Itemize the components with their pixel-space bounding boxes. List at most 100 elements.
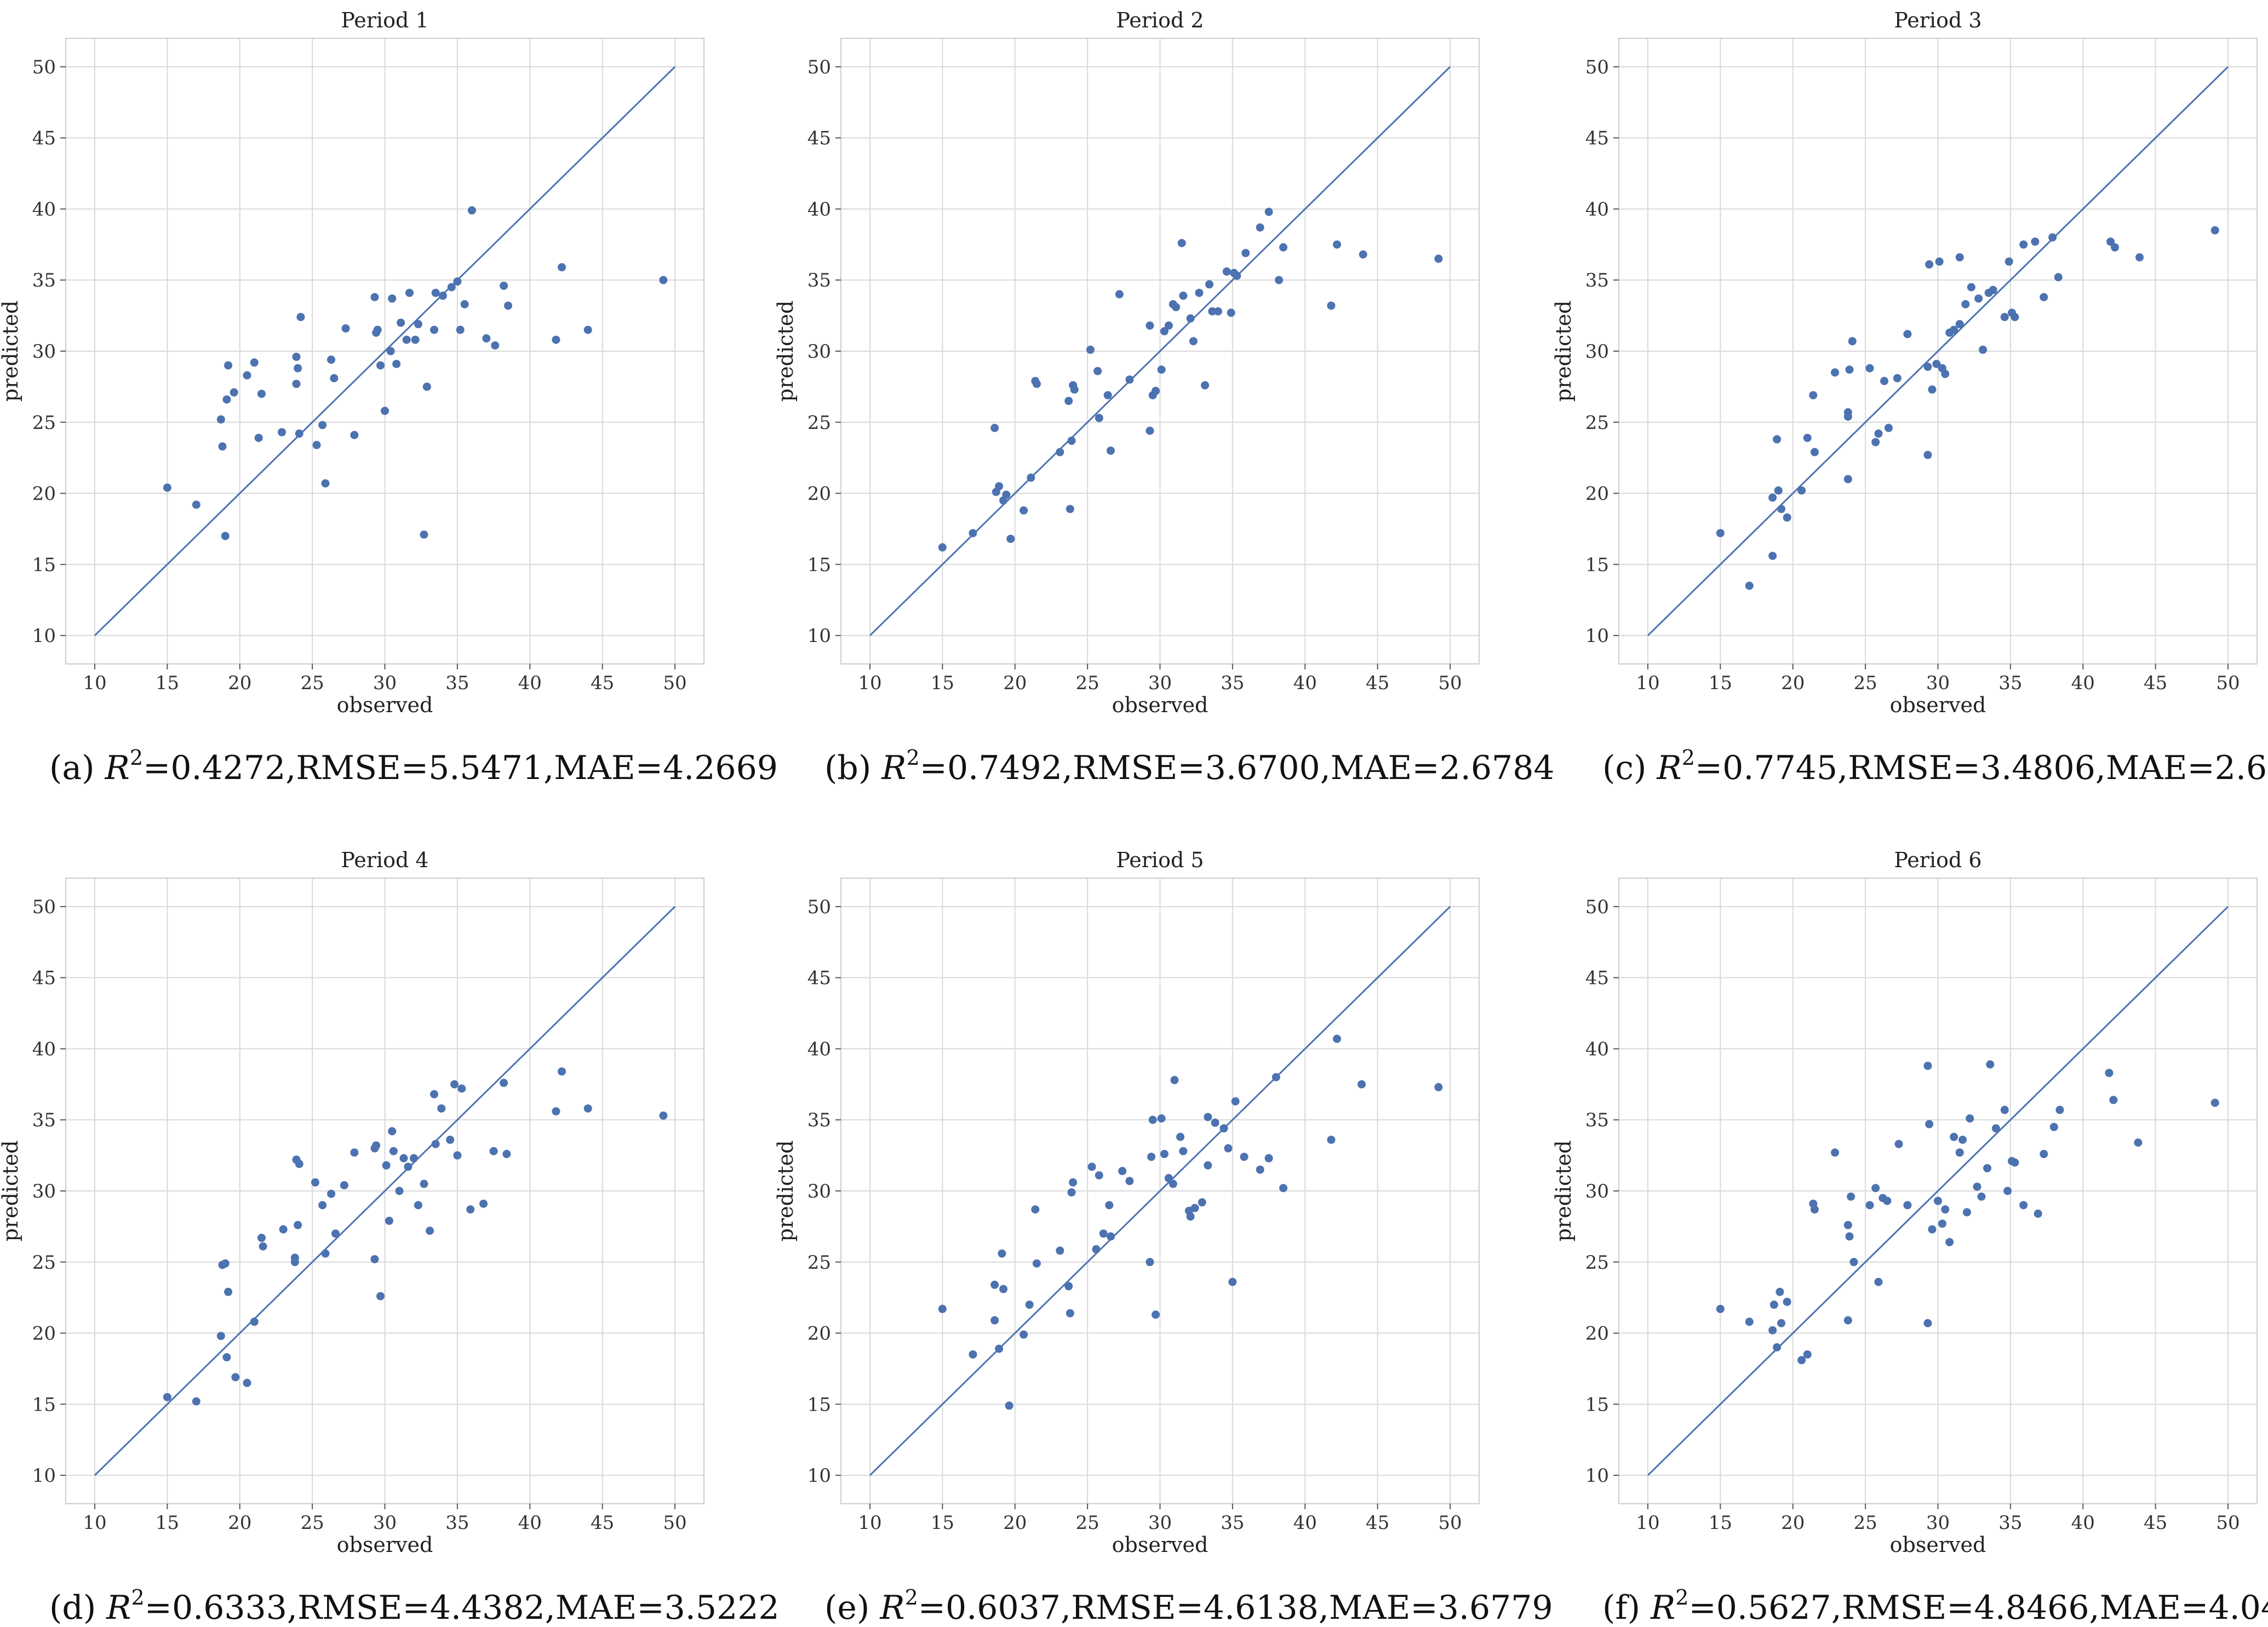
x-tick-label: 40 <box>2071 672 2095 694</box>
y-tick-label: 20 <box>807 1323 831 1345</box>
data-point <box>995 1344 1004 1353</box>
y-tick-label: 40 <box>1585 1038 1609 1060</box>
data-point <box>341 324 350 333</box>
scatter-panel-1: Period 1 10 15 20 25 30 35 40 45 50 10 15 20 25 30 35 40… <box>0 8 778 787</box>
data-point <box>350 1148 359 1157</box>
data-point <box>257 1234 266 1242</box>
caption-letter: (d) <box>49 1589 106 1627</box>
data-point <box>1932 359 1941 368</box>
data-point <box>411 335 420 344</box>
data-point <box>292 352 301 361</box>
data-point <box>224 1287 233 1296</box>
data-point <box>2054 273 2063 282</box>
data-point <box>350 431 359 439</box>
data-point <box>1783 513 1791 522</box>
data-point <box>192 500 201 509</box>
data-point <box>583 325 592 334</box>
data-point <box>969 1350 977 1359</box>
y-tick-label: 20 <box>1585 483 1609 505</box>
x-axis-label: observed <box>1890 1533 1986 1557</box>
data-point <box>1893 374 1902 382</box>
y-tick-label: 15 <box>807 1394 831 1416</box>
data-point <box>330 374 339 382</box>
data-point <box>1152 1310 1160 1319</box>
y-tick-label: 20 <box>32 483 56 505</box>
x-tick-label: 10 <box>1636 672 1659 694</box>
x-tick-label: 45 <box>2144 672 2167 694</box>
data-point <box>1086 345 1095 354</box>
data-point <box>938 1304 947 1313</box>
data-point <box>296 313 305 322</box>
data-point <box>372 1141 381 1150</box>
data-point <box>583 1104 592 1113</box>
data-point <box>1272 1073 1280 1081</box>
data-point <box>1773 1343 1782 1351</box>
data-point <box>1176 1132 1185 1141</box>
data-point <box>1903 330 1912 339</box>
data-point <box>1973 1182 1981 1191</box>
data-point <box>1170 1076 1179 1085</box>
data-point <box>1006 535 1015 543</box>
data-point <box>552 1107 560 1116</box>
x-tick-label: 35 <box>1221 1512 1244 1534</box>
data-point <box>292 380 301 388</box>
y-tick-label: 50 <box>807 56 831 78</box>
identity-line <box>1647 906 2229 1476</box>
caption-letter: (c) <box>1602 749 1657 787</box>
data-point <box>2109 1096 2118 1104</box>
data-point <box>1865 364 1874 373</box>
y-tick-label: 25 <box>1585 1252 1609 1274</box>
x-tick-label: 25 <box>1853 672 1877 694</box>
y-tick-label: 30 <box>807 1181 831 1202</box>
data-point <box>231 1373 240 1382</box>
data-point <box>1125 1177 1134 1185</box>
y-axis-label: predicted <box>0 1141 22 1242</box>
data-point <box>1745 581 1754 590</box>
data-point <box>2000 1105 2009 1114</box>
data-point <box>370 1255 379 1264</box>
data-point <box>414 320 422 329</box>
data-point <box>1884 423 1893 432</box>
data-point <box>386 347 395 356</box>
data-point <box>1103 391 1112 399</box>
data-point <box>1157 1114 1166 1123</box>
data-point <box>1195 289 1204 297</box>
data-point <box>1333 240 1342 249</box>
x-tick-label: 50 <box>663 1512 686 1534</box>
data-point <box>502 1150 511 1159</box>
data-point <box>990 1280 999 1289</box>
data-point <box>2034 1210 2042 1218</box>
data-point <box>404 1162 413 1171</box>
x-tick-label: 45 <box>591 1512 614 1534</box>
data-point <box>1955 253 1964 262</box>
caption-letter: (f) <box>1602 1589 1651 1627</box>
y-tick-label: 35 <box>807 1109 831 1131</box>
caption-superscript: 2 <box>906 746 919 770</box>
data-point <box>558 1067 566 1076</box>
data-point <box>1066 505 1074 513</box>
y-tick-label: 30 <box>32 1181 56 1202</box>
data-point <box>1716 529 1725 537</box>
data-point <box>1923 1062 1932 1070</box>
data-point <box>1986 1060 1995 1069</box>
panel-title: Period 2 <box>1116 8 1204 32</box>
y-axis-label: predicted <box>1551 1141 1576 1242</box>
data-point <box>1240 1153 1248 1161</box>
scatter-panel-3: Period 3 10 15 20 25 30 35 40 45 50 10 15 20 25 30 35 40… <box>1551 8 2268 787</box>
y-tick-label: 35 <box>1585 270 1609 291</box>
y-tick-label: 40 <box>32 198 56 220</box>
data-point <box>1264 208 1273 216</box>
x-tick-label: 25 <box>300 672 324 694</box>
data-point <box>1256 1165 1264 1174</box>
x-tick-label: 50 <box>2216 1512 2240 1534</box>
caption-r-symbol: R <box>1650 1589 1675 1627</box>
data-point <box>1843 475 1852 484</box>
data-point <box>1160 1150 1169 1159</box>
data-point <box>1745 1317 1754 1326</box>
y-tick-label: 20 <box>1585 1323 1609 1345</box>
data-point <box>1169 1179 1177 1188</box>
data-point <box>1027 473 1035 482</box>
data-point <box>2111 243 2120 252</box>
data-point <box>1845 1232 1854 1241</box>
data-point <box>1219 1124 1228 1133</box>
